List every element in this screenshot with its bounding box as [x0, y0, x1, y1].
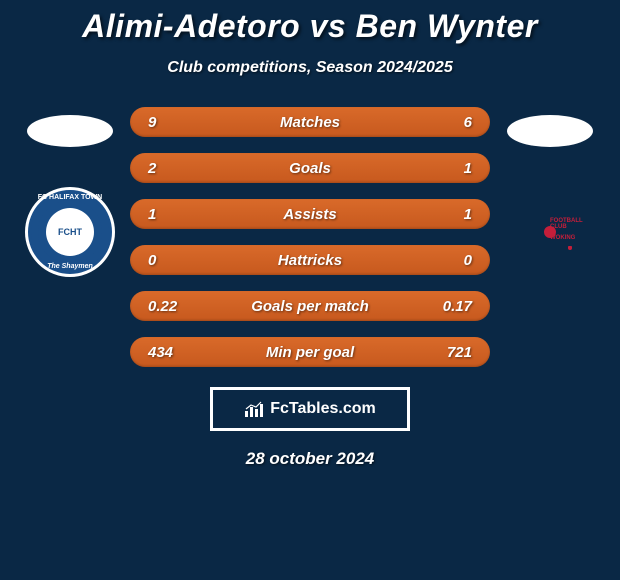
stat-right-value: 1 — [464, 160, 472, 177]
player-avatar-left — [27, 115, 113, 147]
stat-row-gpm: 0.22 Goals per match 0.17 — [130, 291, 490, 321]
generated-date: 28 october 2024 — [246, 449, 375, 469]
stat-right-value: 721 — [447, 344, 472, 361]
stat-left-value: 9 — [148, 114, 156, 131]
stat-left-value: 0 — [148, 252, 156, 269]
woking-quarter: ⚜ — [570, 248, 572, 250]
stat-left-value: 1 — [148, 206, 156, 223]
player-avatar-right — [507, 115, 593, 147]
stat-label: Hattricks — [278, 252, 342, 269]
comparison-card: Alimi-Adetoro vs Ben Wynter Club competi… — [0, 0, 620, 580]
halifax-badge-bottom: The Shaymen — [28, 263, 112, 270]
stat-label: Min per goal — [266, 344, 354, 361]
stat-label: Assists — [283, 206, 336, 223]
halifax-ring: FC HALIFAX TOWN FCHT The Shaymen — [25, 187, 115, 277]
woking-ring: WOKING ⚜ ✕ ✕ ⚜ FOOTBALL CLUB — [544, 226, 556, 238]
chart-icon — [244, 401, 264, 417]
stat-row-mpg: 434 Min per goal 721 — [130, 337, 490, 367]
brand-box: FcTables.com — [210, 387, 410, 431]
stat-right-value: 0.17 — [443, 298, 472, 315]
stat-row-goals: 2 Goals 1 — [130, 153, 490, 183]
stat-left-value: 0.22 — [148, 298, 177, 315]
stat-label: Matches — [280, 114, 340, 131]
stat-label: Goals per match — [251, 298, 369, 315]
club-badge-woking: WOKING ⚜ ✕ ✕ ⚜ FOOTBALL CLUB — [505, 187, 595, 277]
right-column: WOKING ⚜ ✕ ✕ ⚜ FOOTBALL CLUB — [500, 107, 600, 277]
stat-right-value: 1 — [464, 206, 472, 223]
halifax-badge-center: FCHT — [46, 208, 94, 256]
stat-left-value: 2 — [148, 160, 156, 177]
club-badge-halifax: FC HALIFAX TOWN FCHT The Shaymen — [25, 187, 115, 277]
page-title: Alimi-Adetoro vs Ben Wynter — [82, 8, 538, 45]
left-column: FC HALIFAX TOWN FCHT The Shaymen — [20, 107, 120, 277]
stat-row-matches: 9 Matches 6 — [130, 107, 490, 137]
stat-row-assists: 1 Assists 1 — [130, 199, 490, 229]
main-area: FC HALIFAX TOWN FCHT The Shaymen 9 Match… — [0, 107, 620, 367]
halifax-badge-top: FC HALIFAX TOWN — [28, 194, 112, 201]
stat-right-value: 0 — [464, 252, 472, 269]
stats-column: 9 Matches 6 2 Goals 1 1 Assists 1 0 Hatt… — [130, 107, 490, 367]
stat-right-value: 6 — [464, 114, 472, 131]
woking-shield: ⚜ ✕ ✕ ⚜ — [568, 246, 572, 250]
brand-text: FcTables.com — [270, 400, 376, 418]
stat-label: Goals — [289, 160, 331, 177]
stat-left-value: 434 — [148, 344, 173, 361]
stat-row-hattricks: 0 Hattricks 0 — [130, 245, 490, 275]
subtitle: Club competitions, Season 2024/2025 — [167, 59, 452, 77]
